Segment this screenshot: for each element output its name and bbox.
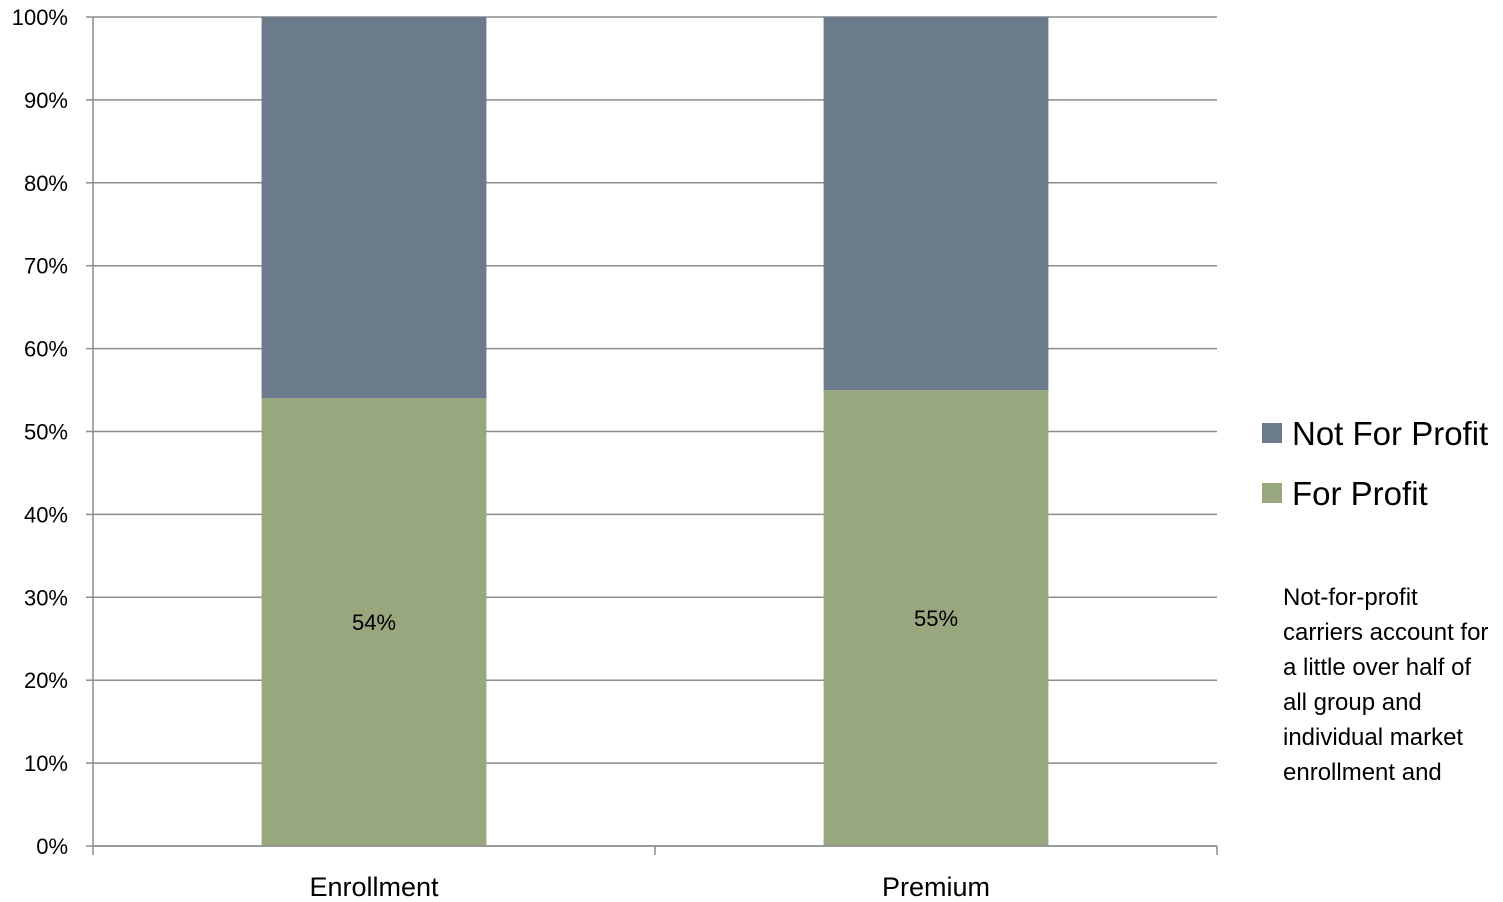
legend-item-for-profit: For Profit [1262, 463, 1488, 523]
y-tick-label: 20% [24, 668, 68, 693]
legend-label-for-profit: For Profit [1292, 474, 1428, 512]
bar-for-profit [261, 398, 487, 846]
y-tick-label: 70% [24, 254, 68, 279]
y-tick-label: 100% [12, 5, 68, 30]
data-label: 55% [914, 606, 958, 631]
y-tick-label: 10% [24, 751, 68, 776]
x-tick-label: Enrollment [309, 872, 439, 902]
x-tick-label: Premium [882, 872, 990, 902]
y-tick-label: 90% [24, 88, 68, 113]
legend-swatch-for-profit [1262, 483, 1282, 503]
y-tick-label: 0% [36, 834, 68, 859]
y-tick-label: 60% [24, 337, 68, 362]
bar-not-for-profit [261, 17, 487, 399]
legend: Not For Profit For Profit [1262, 403, 1488, 523]
y-tick-label: 50% [24, 420, 68, 445]
legend-item-not-for-profit: Not For Profit [1262, 403, 1488, 463]
bar-not-for-profit [823, 17, 1049, 391]
annotation-note: Not-for-profit carriers account for a li… [1283, 584, 1489, 786]
y-tick-label: 40% [24, 502, 68, 527]
data-label: 54% [352, 610, 396, 635]
legend-swatch-not-for-profit [1262, 423, 1282, 443]
y-tick-label: 30% [24, 585, 68, 610]
bar-for-profit [823, 390, 1049, 846]
y-tick-label: 80% [24, 171, 68, 196]
legend-label-not-for-profit: Not For Profit [1292, 414, 1489, 452]
